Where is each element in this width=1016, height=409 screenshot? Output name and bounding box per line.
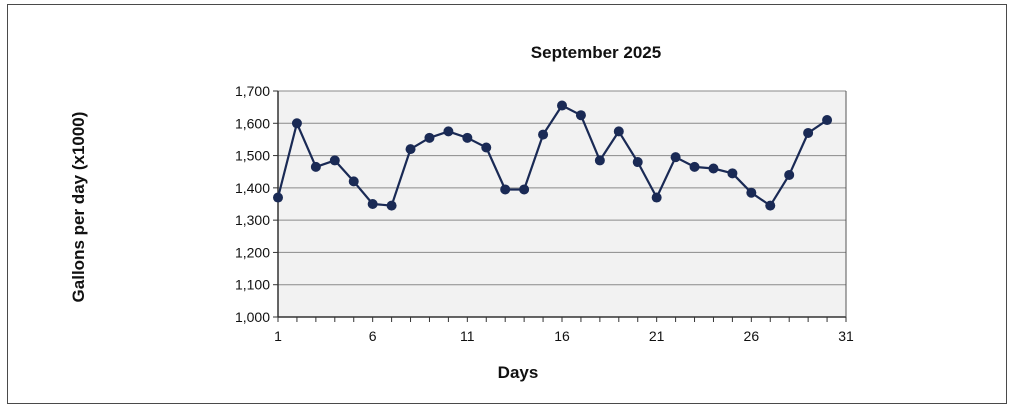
data-point: [462, 132, 473, 143]
data-point: [424, 132, 435, 143]
y-axis-label: Gallons per day (x1000): [69, 112, 88, 303]
x-tick-label: 26: [744, 328, 760, 344]
data-point: [708, 163, 719, 174]
x-tick-label: 6: [369, 328, 377, 344]
y-tick-label: 1,700: [235, 83, 270, 99]
x-tick-label: 31: [838, 328, 854, 344]
data-point: [386, 200, 397, 211]
data-point: [405, 144, 416, 155]
data-point: [822, 115, 833, 126]
chart-frame: 1,000 1,100 1,200 1,300 1,400 1,500 1,600 1,700…: [7, 4, 1007, 404]
data-point: [746, 187, 757, 198]
data-point: [367, 199, 378, 209]
data-point: [765, 200, 776, 211]
x-tick-label: 11: [460, 328, 475, 344]
x-tick-labels: 1 6 11 16 21 26 31: [274, 328, 854, 344]
data-points: [273, 100, 833, 211]
data-point: [310, 161, 321, 172]
data-point: [803, 127, 814, 138]
data-point: [632, 157, 643, 168]
data-point: [689, 161, 700, 172]
data-point: [500, 184, 511, 195]
axes: [273, 90, 847, 322]
y-tick-label: 1,000: [235, 309, 270, 325]
x-tick-label: 21: [649, 328, 665, 344]
data-point: [348, 176, 359, 187]
data-point: [670, 152, 681, 163]
x-tick-label: 16: [554, 328, 570, 344]
data-point: [291, 118, 302, 129]
chart-title: September 2025: [531, 43, 661, 62]
x-axis-label: Days: [498, 363, 539, 382]
data-point: [727, 168, 738, 179]
data-point: [481, 142, 492, 153]
data-point: [519, 184, 530, 195]
line-chart: 1,000 1,100 1,200 1,300 1,400 1,500 1,600 1,700…: [69, 43, 854, 382]
data-point: [651, 192, 662, 203]
y-tick-label: 1,600: [235, 115, 270, 131]
y-tick-label: 1,100: [235, 277, 270, 293]
data-point: [443, 126, 454, 137]
plot-area: [278, 91, 846, 317]
data-point: [273, 192, 283, 203]
y-tick-label: 1,400: [235, 180, 270, 196]
y-tick-labels: 1,000 1,100 1,200 1,300 1,400 1,500 1,600 1,700: [235, 83, 270, 325]
y-tick-label: 1,300: [235, 212, 270, 228]
data-point: [613, 126, 624, 137]
gridlines: [278, 90, 846, 286]
x-tick-label: 1: [274, 328, 282, 344]
data-point: [784, 169, 795, 180]
data-point: [575, 110, 586, 121]
y-tick-label: 1,200: [235, 244, 270, 260]
y-tick-label: 1,500: [235, 148, 270, 164]
data-point: [538, 129, 549, 140]
data-point: [557, 100, 567, 111]
data-point: [594, 155, 605, 166]
data-point: [329, 155, 340, 166]
